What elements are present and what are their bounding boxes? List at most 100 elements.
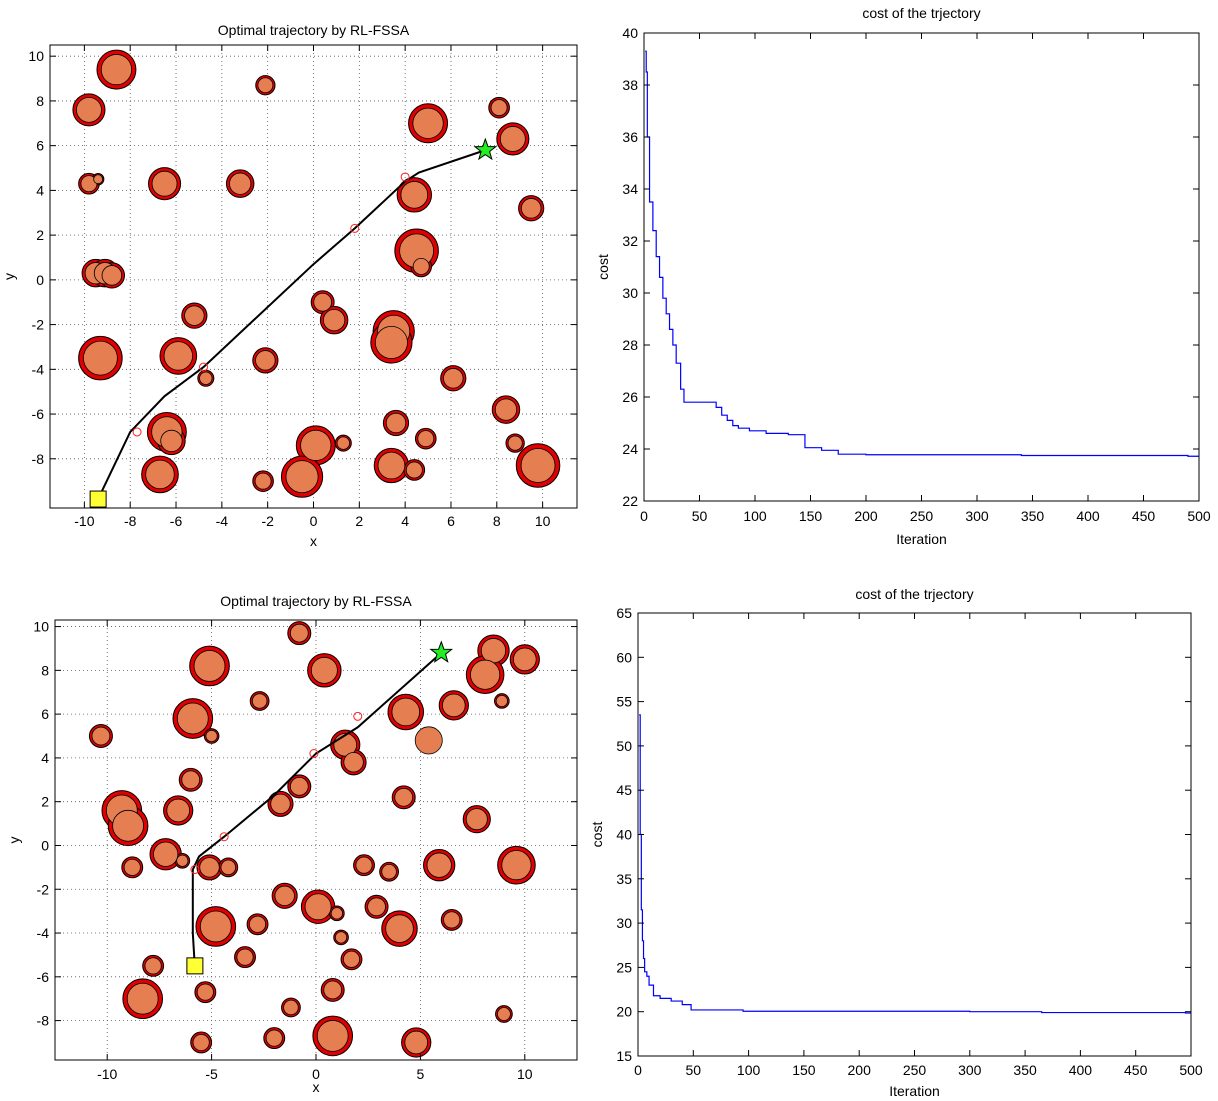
obstacle-core bbox=[412, 257, 430, 275]
y-tick-label: 0 bbox=[41, 837, 49, 853]
waypoint-marker bbox=[219, 832, 229, 842]
x-tick-label: 6 bbox=[447, 513, 455, 529]
x-tick-label: 350 bbox=[1021, 508, 1045, 524]
obstacle-core bbox=[342, 950, 361, 968]
x-tick-label: 250 bbox=[910, 508, 934, 524]
x-tick-label: 8 bbox=[493, 513, 501, 529]
obstacle-core bbox=[76, 96, 102, 123]
x-tick-label: 0 bbox=[310, 513, 318, 529]
y-tick-label: 6 bbox=[36, 138, 44, 154]
x-tick-label: 350 bbox=[1013, 1062, 1037, 1078]
y-tick-label: 50 bbox=[616, 738, 632, 754]
y-tick-label: 4 bbox=[41, 750, 49, 766]
x-tick-label: 50 bbox=[686, 1062, 702, 1078]
y-tick-label: 10 bbox=[28, 48, 44, 64]
goal-marker bbox=[429, 640, 454, 663]
waypoint-marker bbox=[199, 362, 209, 372]
y-tick-label: 40 bbox=[616, 827, 632, 843]
x-tick-label: 10 bbox=[535, 513, 551, 529]
x-tick-label: 50 bbox=[692, 508, 708, 524]
chart-title: cost of the trjectory bbox=[855, 586, 973, 602]
x-axis-label: x bbox=[310, 533, 317, 549]
cost-line bbox=[645, 50, 1199, 457]
obstacle-core bbox=[465, 808, 488, 831]
plot-content bbox=[72, 49, 561, 508]
chart-title: Optimal trajectory by RL-FSSA bbox=[220, 593, 412, 609]
obstacle-core bbox=[270, 793, 291, 815]
x-tick-label: -4 bbox=[216, 513, 229, 529]
obstacle-core bbox=[166, 798, 190, 823]
obstacle-core bbox=[100, 54, 133, 86]
x-tick-label: 400 bbox=[1076, 508, 1100, 524]
obstacle-core bbox=[101, 265, 123, 286]
x-tick-label: 150 bbox=[792, 1062, 816, 1078]
y-tick-label: 24 bbox=[622, 441, 638, 457]
x-tick-label: 300 bbox=[958, 1062, 982, 1078]
obstacle-core bbox=[251, 693, 268, 709]
y-tick-label: 8 bbox=[36, 93, 44, 109]
x-tick-label: 400 bbox=[1069, 1062, 1093, 1078]
x-tick-label: -8 bbox=[124, 513, 137, 529]
x-tick-label: 100 bbox=[737, 1062, 761, 1078]
y-tick-label: -6 bbox=[37, 969, 50, 985]
y-axis-label: y bbox=[6, 837, 22, 844]
obstacle-core bbox=[443, 368, 464, 389]
obstacle-core bbox=[494, 398, 518, 421]
obstacle-core bbox=[381, 864, 397, 880]
plot-area bbox=[644, 33, 1199, 501]
obstacle-core bbox=[193, 650, 226, 682]
obstacle-core bbox=[144, 957, 162, 975]
y-tick-label: 22 bbox=[622, 493, 638, 509]
obstacle-core bbox=[313, 292, 333, 312]
obstacle-core bbox=[355, 856, 373, 874]
goal-marker bbox=[473, 137, 498, 161]
obstacle-core bbox=[377, 451, 406, 480]
obstacle-core bbox=[192, 1033, 210, 1052]
y-tick-label: 28 bbox=[622, 337, 638, 353]
obstacle-core bbox=[520, 448, 556, 483]
waypoint-marker bbox=[353, 711, 363, 721]
x-tick-label: -6 bbox=[170, 513, 183, 529]
x-axis-label: x bbox=[313, 1079, 320, 1095]
y-tick-label: -8 bbox=[37, 1013, 50, 1029]
obstacle-core bbox=[265, 1029, 283, 1047]
x-tick-label: 300 bbox=[965, 508, 989, 524]
y-tick-label: 55 bbox=[616, 694, 632, 710]
obstacle-core bbox=[490, 99, 508, 117]
y-axis-label: y bbox=[1, 273, 17, 280]
obstacle-core bbox=[501, 850, 532, 881]
obstacle-core bbox=[300, 429, 332, 461]
y-tick-label: 30 bbox=[616, 915, 632, 931]
obstacle-core bbox=[112, 809, 144, 842]
trajectory-line bbox=[97, 149, 486, 500]
obstacle-core bbox=[254, 472, 272, 490]
y-tick-label: -2 bbox=[32, 317, 45, 333]
y-tick-label: 15 bbox=[616, 1048, 632, 1064]
obstacle-core bbox=[151, 170, 178, 197]
x-tick-label: 200 bbox=[854, 508, 878, 524]
obstacle-core bbox=[289, 777, 309, 796]
obstacle-core bbox=[93, 174, 103, 185]
waypoint-marker bbox=[132, 427, 142, 437]
y-tick-label: -2 bbox=[37, 881, 50, 897]
obstacle-core bbox=[334, 931, 348, 944]
y-tick-label: 25 bbox=[616, 959, 632, 975]
obstacle-core bbox=[199, 857, 220, 878]
obstacle-core bbox=[91, 726, 111, 746]
plot-content bbox=[645, 50, 1199, 457]
obstacle-core bbox=[507, 435, 523, 451]
obstacle-core bbox=[412, 107, 444, 139]
obstacle-core bbox=[196, 983, 214, 1001]
obstacle-core bbox=[255, 350, 276, 371]
obstacle-core bbox=[391, 697, 421, 727]
obstacle-core bbox=[205, 729, 218, 743]
chart-title: Optimal trajectory by RL-FSSA bbox=[218, 22, 410, 38]
x-tick-label: 450 bbox=[1132, 508, 1156, 524]
obstacle-plain bbox=[414, 726, 443, 755]
obstacle-core bbox=[248, 915, 267, 933]
obstacle-core bbox=[512, 647, 537, 672]
obstacle-core bbox=[443, 911, 461, 929]
